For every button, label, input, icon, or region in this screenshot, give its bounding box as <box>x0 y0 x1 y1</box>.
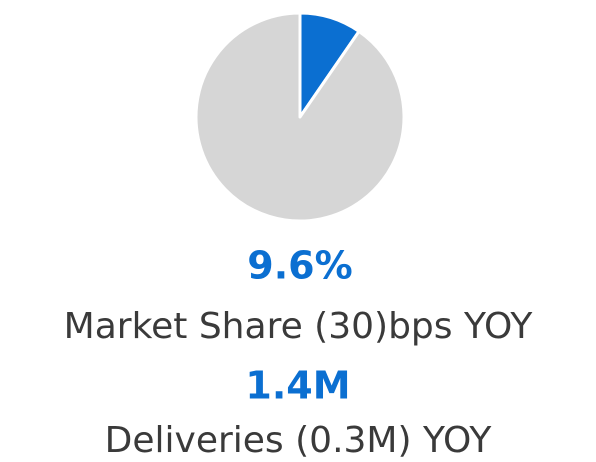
pie-slice <box>194 11 406 223</box>
deliveries-caption: Deliveries (0.3M) YOY <box>105 420 493 461</box>
share-caption: Market Share (30)bps YOY <box>64 306 534 347</box>
share-value: 9.6% <box>247 244 352 288</box>
pie <box>194 11 406 223</box>
deliveries-value: 1.4M <box>245 364 350 408</box>
